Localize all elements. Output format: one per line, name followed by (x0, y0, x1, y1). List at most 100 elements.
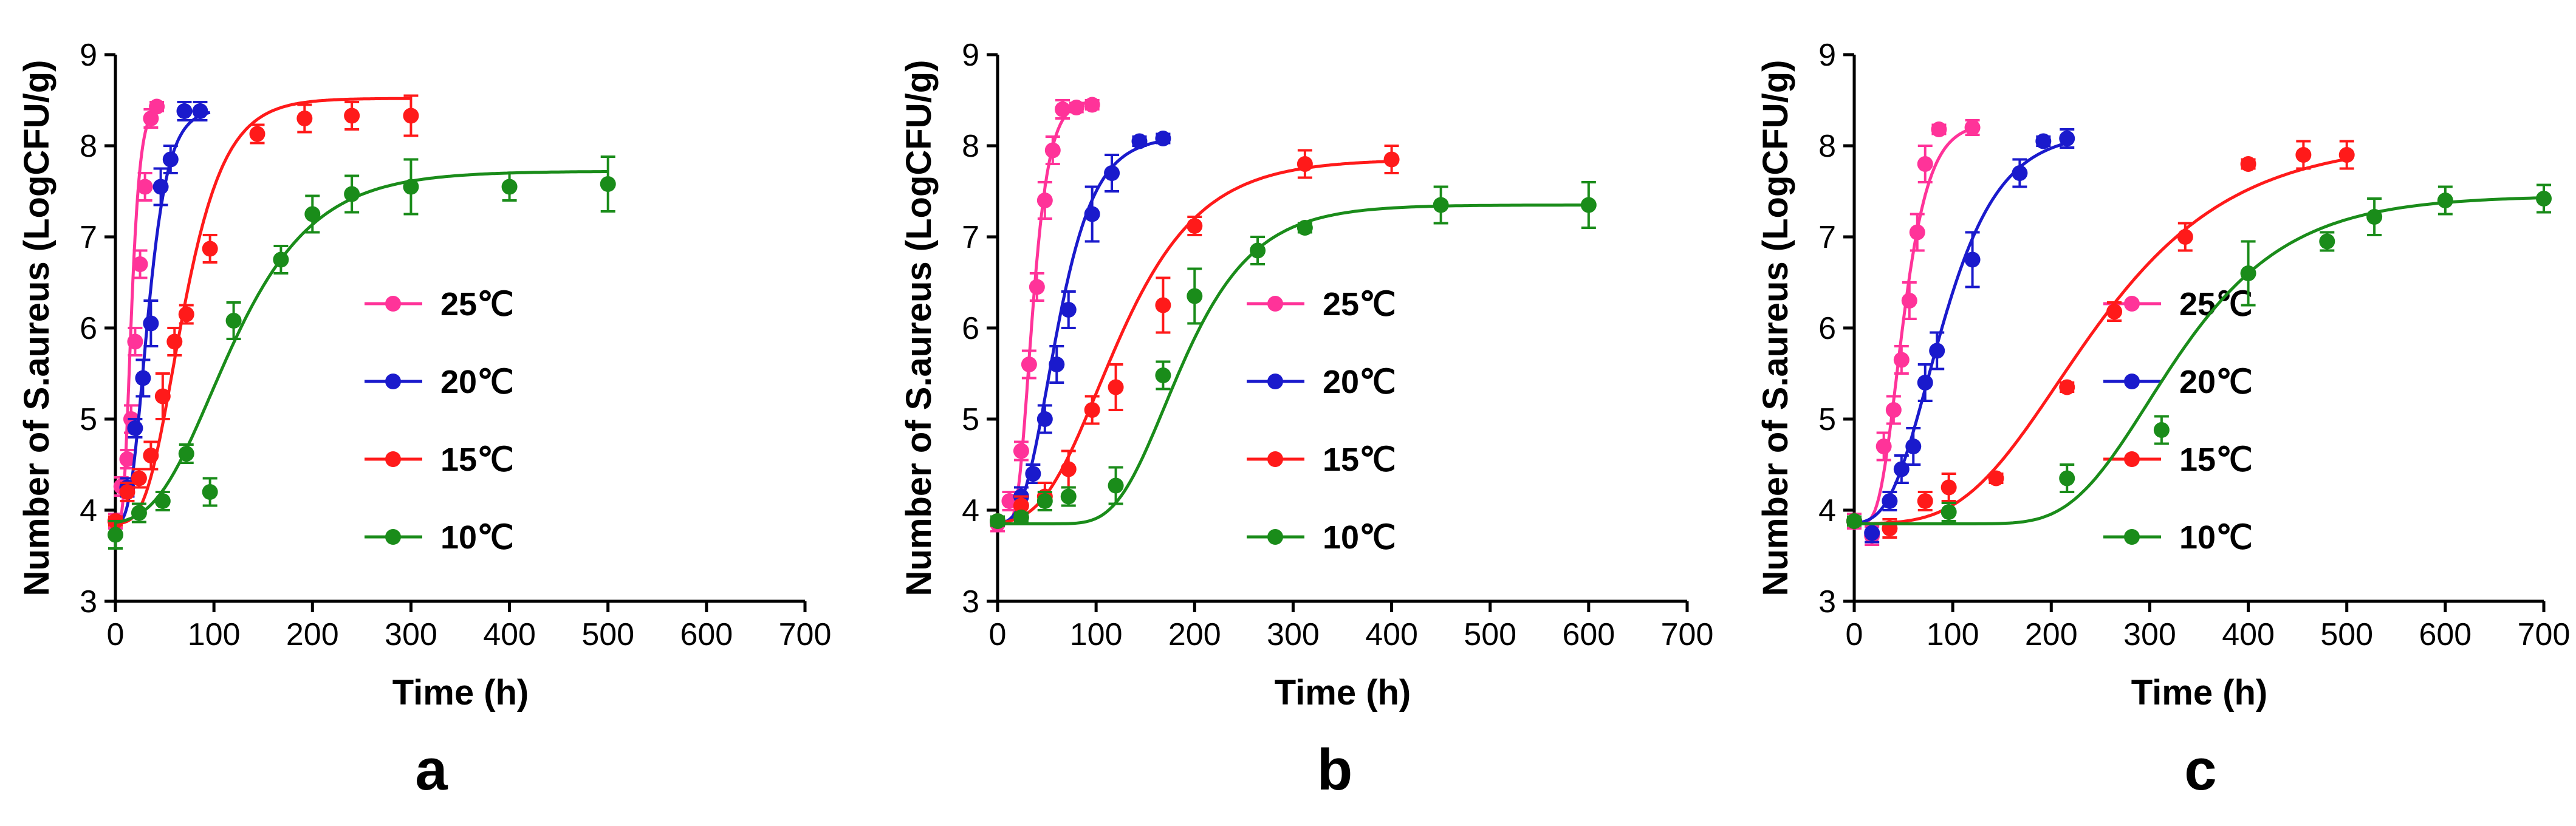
legend-label: 25℃ (1323, 286, 1396, 323)
data-point (1875, 439, 1892, 454)
data-point (1846, 513, 1862, 529)
data-point (1025, 466, 1041, 482)
y-tick-label: 4 (962, 493, 979, 528)
fit-curve (115, 97, 411, 525)
data-point (1013, 510, 1029, 525)
data-point (2366, 209, 2383, 225)
y-axis-title: Number of S.aureus (LogCFU/g) (17, 60, 57, 596)
data-point (154, 493, 171, 509)
data-point (1013, 443, 1029, 459)
data-point (178, 446, 194, 462)
legend-label: 15℃ (2179, 442, 2253, 478)
x-tick-label: 300 (2123, 617, 2176, 652)
y-axis-title: Number of S.aureus (LogCFU/g) (1756, 60, 1795, 596)
data-point (1036, 411, 1053, 427)
legend-label: 20℃ (440, 364, 514, 400)
panel-a: Number of S.aureus (LogCFU/g) Time (h) a… (17, 38, 831, 802)
data-point (1433, 197, 1449, 213)
data-point (1917, 375, 1933, 391)
data-point (1941, 504, 1957, 520)
data-point (1068, 100, 1084, 115)
data-point (1155, 367, 1171, 383)
y-tick-label: 9 (1818, 38, 1836, 73)
x-tick-label: 0 (989, 617, 1007, 652)
data-point (403, 108, 419, 124)
data-point (1029, 279, 1045, 295)
data-point (166, 333, 183, 350)
data-point (2177, 229, 2193, 245)
data-point (2240, 156, 2256, 172)
data-point (1049, 357, 1065, 372)
data-point (225, 313, 242, 329)
x-tick-label: 700 (2518, 617, 2571, 652)
data-point (1964, 120, 1981, 135)
data-point (127, 420, 143, 436)
data-point (2319, 233, 2335, 250)
x-tick-label: 200 (2025, 617, 2078, 652)
data-point (119, 451, 135, 467)
data-point (127, 333, 143, 350)
x-axis-title: Time (h) (2131, 673, 2268, 712)
data-point (296, 111, 313, 126)
legend-label: 15℃ (1323, 442, 1396, 478)
y-tick-label: 5 (1818, 402, 1836, 437)
data-point (249, 126, 265, 142)
data-point (273, 251, 289, 268)
data-point (1297, 220, 1313, 236)
y-tick-label: 3 (962, 584, 979, 620)
data-point (2338, 147, 2355, 163)
data-point (1988, 470, 2004, 486)
legend-label: 10℃ (1323, 519, 1396, 556)
data-point (1108, 379, 1124, 395)
x-tick-label: 300 (385, 617, 437, 652)
x-tick-label: 400 (1365, 617, 1418, 652)
data-point (2012, 165, 2028, 181)
data-point (990, 513, 1005, 529)
data-point (2059, 131, 2075, 146)
data-point (1060, 302, 1077, 318)
y-tick-label: 7 (80, 220, 97, 255)
legend-marker (1267, 374, 1283, 389)
data-point (1060, 488, 1077, 505)
data-point (132, 256, 148, 272)
data-point (2035, 133, 2052, 149)
data-point (2437, 193, 2453, 208)
legend-label: 15℃ (440, 442, 514, 478)
data-point (1104, 165, 1120, 181)
data-point (1187, 288, 1203, 304)
data-point (403, 179, 419, 195)
data-point (1084, 206, 1100, 222)
x-tick-label: 200 (286, 617, 339, 652)
data-point (1044, 142, 1061, 159)
data-point (1882, 493, 1898, 509)
data-point (1060, 461, 1077, 477)
y-tick-label: 5 (80, 402, 97, 437)
x-tick-label: 100 (188, 617, 241, 652)
x-axis-title: Time (h) (392, 673, 529, 712)
data-point (1580, 197, 1597, 213)
x-tick-label: 0 (1846, 617, 1863, 652)
legend-label: 10℃ (440, 519, 514, 556)
data-point (1055, 101, 1071, 117)
data-point (2059, 379, 2075, 395)
y-tick-label: 4 (80, 493, 97, 528)
data-point (1893, 352, 1910, 368)
data-point (108, 527, 123, 543)
panel-label: c (2184, 737, 2216, 802)
data-point (152, 179, 169, 195)
data-point (1250, 242, 1266, 259)
data-point (119, 484, 135, 500)
data-point (149, 98, 165, 115)
data-point (1108, 477, 1124, 494)
data-point (2240, 265, 2256, 281)
x-axis-title: Time (h) (1275, 673, 1411, 712)
data-point (2153, 422, 2170, 438)
x-tick-label: 300 (1267, 617, 1320, 652)
y-tick-label: 6 (962, 311, 979, 346)
data-point (2295, 147, 2312, 163)
data-point (1931, 121, 1947, 137)
data-point (131, 505, 147, 521)
data-point (143, 315, 159, 332)
data-point (600, 176, 616, 192)
